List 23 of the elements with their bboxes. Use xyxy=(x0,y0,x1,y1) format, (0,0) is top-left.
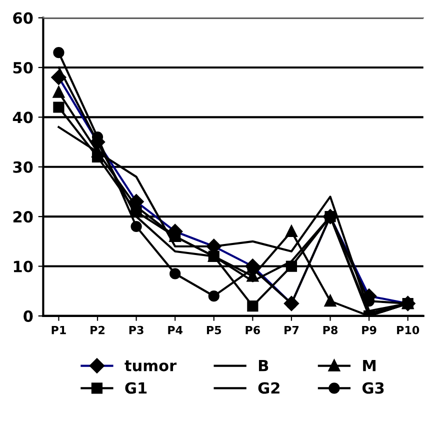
x-tick-label: P7 xyxy=(284,326,299,334)
y-tick-label: 60 xyxy=(13,12,33,24)
y-tick-label: 0 xyxy=(24,310,33,322)
legend-label: B xyxy=(258,360,268,372)
legend-label: G3 xyxy=(362,382,384,394)
x-tick-label: P10 xyxy=(397,326,420,334)
y-tick-label: 40 xyxy=(12,112,33,124)
x-tick-label: P4 xyxy=(168,326,183,334)
x-tick-label: P2 xyxy=(90,326,104,334)
legend-label: G2 xyxy=(258,382,280,394)
legend-label: tumor xyxy=(124,360,177,372)
legend-label: G1 xyxy=(125,382,147,394)
x-tick-label: P8 xyxy=(323,326,338,334)
y-tick-label: 30 xyxy=(13,161,33,173)
x-tick-label: P6 xyxy=(246,326,260,334)
x-tick-label: P3 xyxy=(129,326,144,334)
x-tick-label: P9 xyxy=(362,326,376,334)
y-tick-label: 50 xyxy=(13,62,33,74)
x-tick-label: P5 xyxy=(206,326,222,334)
y-tick-label: 20 xyxy=(13,211,33,223)
x-tick-label: P1 xyxy=(52,326,66,334)
legend-label: M xyxy=(363,360,376,372)
y-tick-label: 10 xyxy=(14,260,33,272)
